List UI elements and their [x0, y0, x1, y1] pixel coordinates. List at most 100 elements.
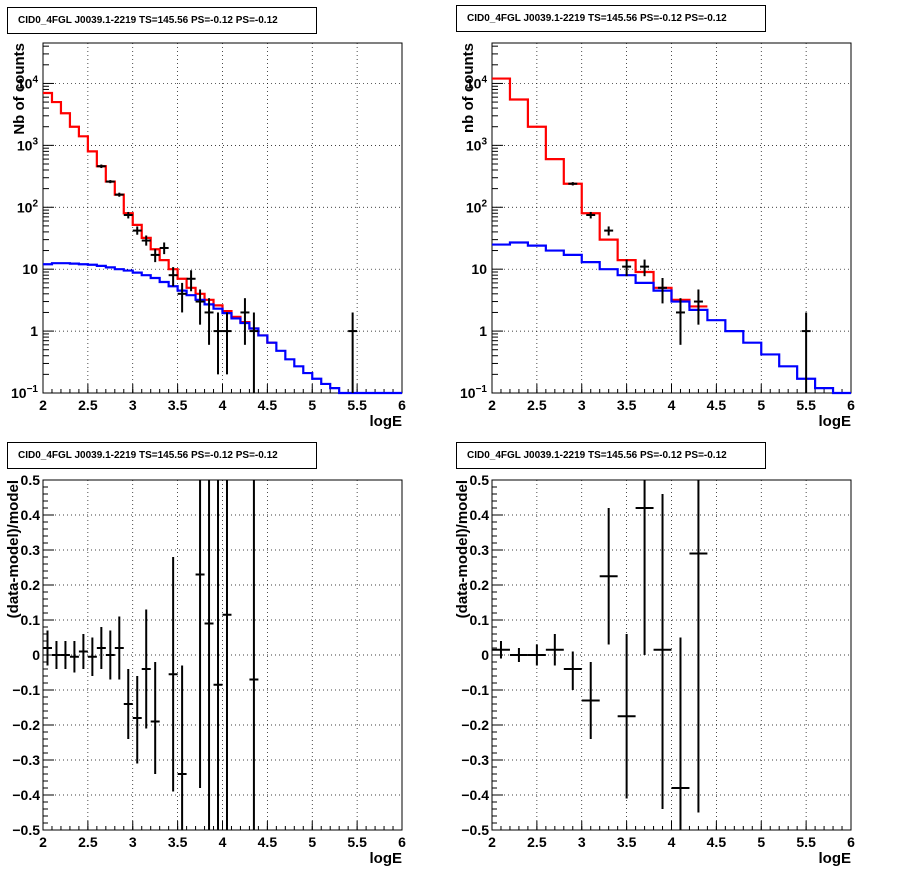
- data-point: [492, 641, 510, 659]
- data-point: [150, 249, 160, 263]
- y-tick-label: 0: [32, 647, 40, 663]
- x-tick-label: 3: [129, 397, 137, 413]
- y-tick-label: 0.2: [470, 577, 490, 593]
- data-point: [204, 298, 214, 345]
- y-tick-label: 104: [17, 74, 39, 91]
- x-tick-label: 4: [668, 834, 676, 850]
- y-tick-label: 10: [22, 261, 38, 277]
- data-point: [348, 312, 358, 393]
- x-tick-label: 5: [308, 397, 316, 413]
- y-tick-label: 0: [481, 647, 489, 663]
- axes: 2 2.5 3 3.5 4 4.5 5 5.5 6 10−1 1 10 102 103 104 logE nb …: [460, 42, 855, 430]
- data-point: [114, 616, 124, 680]
- data-point: [249, 312, 259, 393]
- y-axis-label: Nb of counts: [11, 43, 28, 135]
- data-point: [43, 630, 52, 666]
- x-tick-label: 3: [578, 397, 586, 413]
- x-tick-label: 3.5: [617, 834, 637, 850]
- histogram-series: [43, 91, 277, 344]
- axes: 2 2.5 3 3.5 4 4.5 5 5.5 6 10−1 1 10 102 103 104 logE Nb …: [11, 42, 406, 430]
- x-tick-label: 4.5: [258, 397, 278, 413]
- y-tick-label: −0.2: [12, 717, 40, 733]
- plot-frame: [491, 479, 852, 831]
- y-tick-label: 0.1: [21, 612, 41, 628]
- y-tick-label: 10−1: [11, 384, 38, 401]
- grid: [43, 43, 402, 393]
- x-tick-label: 3: [129, 834, 137, 850]
- x-tick-label: 3: [578, 834, 586, 850]
- x-axis-label: logE: [370, 850, 403, 867]
- data-point: [78, 634, 88, 669]
- y-tick-label: 0.1: [470, 612, 490, 628]
- data-point: [581, 662, 600, 739]
- x-tick-label: 6: [847, 397, 855, 413]
- x-tick-label: 2.5: [527, 834, 547, 850]
- data-point: [132, 676, 142, 764]
- data-point: [622, 259, 632, 277]
- axes: 2 2.5 3 3.5 4 4.5 5 5.5 6 −0.5 −0.4 −0.3 −0.2 −0.1 0 0.…: [454, 472, 855, 867]
- data-point: [586, 211, 596, 219]
- data-point: [177, 282, 187, 313]
- data-point: [195, 480, 205, 788]
- x-axis-label: logE: [819, 413, 852, 430]
- y-axis-label: (data-model)/model: [5, 480, 22, 618]
- y-tick-label: 0.4: [470, 507, 490, 523]
- y-tick-label: 0.3: [470, 542, 490, 558]
- data-point: [105, 180, 115, 184]
- data-point: [675, 298, 685, 345]
- data-point: [689, 480, 708, 813]
- data-point: [132, 226, 142, 235]
- data-point: [150, 662, 160, 774]
- y-tick-label: −0.4: [461, 787, 489, 803]
- data-point: [545, 634, 564, 666]
- y-tick-label: 0.5: [21, 472, 41, 488]
- data-point: [69, 641, 79, 673]
- residual-pad-left: 2 2.5 3 3.5 4 4.5 5 5.5 6 −0.5 −0.4 −0.3 −0.2 −0.1 0 0.…: [0, 437, 449, 875]
- data-point: [141, 235, 151, 246]
- y-tick-label: 10−1: [460, 384, 487, 401]
- x-tick-label: 3.5: [617, 397, 637, 413]
- data-point: [653, 494, 672, 809]
- data-point: [249, 480, 259, 830]
- plot-title: CID0_4FGL J0039.1-2219 TS=145.56 PS=-0.1…: [7, 7, 317, 34]
- data-point: [96, 164, 106, 169]
- plot-area: [43, 91, 402, 395]
- data-point: [213, 480, 223, 830]
- data-point: [563, 651, 582, 690]
- x-tick-label: 2: [39, 397, 47, 413]
- plot-area: [43, 480, 259, 830]
- y-tick-label: 1: [30, 323, 38, 339]
- data-point: [635, 480, 654, 655]
- x-tick-label: 5.5: [796, 397, 816, 413]
- data-point: [693, 289, 703, 325]
- residual-plot-right: 2 2.5 3 3.5 4 4.5 5 5.5 6 −0.5 −0.4 −0.3 −0.2 −0.1 0 0.…: [454, 472, 855, 867]
- data-point: [60, 641, 70, 669]
- data-point: [568, 182, 578, 186]
- data-point: [240, 298, 250, 345]
- axes: 2 2.5 3 3.5 4 4.5 5 5.5 6 −0.5 −0.4 −0.3 −0.2 −0.1 0 0.…: [5, 472, 406, 867]
- data-point: [204, 480, 214, 830]
- x-tick-label: 6: [398, 834, 406, 850]
- data-point: [222, 480, 232, 830]
- data-point: [96, 627, 106, 669]
- plot-area: [492, 480, 708, 830]
- residual-plot-left: 2 2.5 3 3.5 4 4.5 5 5.5 6 −0.5 −0.4 −0.3 −0.2 −0.1 0 0.…: [5, 472, 406, 867]
- y-tick-label: −0.1: [461, 682, 489, 698]
- x-tick-label: 4: [219, 834, 227, 850]
- x-tick-label: 5.5: [347, 834, 367, 850]
- y-tick-label: −0.3: [12, 752, 40, 768]
- data-point: [105, 630, 115, 680]
- data-point: [168, 557, 178, 792]
- y-tick-label: 0.5: [470, 472, 490, 488]
- plot-title: CID0_4FGL J0039.1-2219 TS=145.56 PS=-0.1…: [456, 5, 766, 32]
- data-point: [527, 644, 546, 666]
- x-tick-label: 4.5: [707, 397, 727, 413]
- x-tick-label: 4.5: [707, 834, 727, 850]
- data-point: [123, 669, 133, 739]
- histogram-series: [492, 77, 708, 308]
- x-tick-label: 2.5: [527, 397, 547, 413]
- histogram-series: [492, 241, 851, 395]
- x-tick-label: 2: [488, 834, 496, 850]
- plot-title: CID0_4FGL J0039.1-2219 TS=145.56 PS=-0.1…: [456, 442, 766, 469]
- y-tick-label: −0.4: [12, 787, 40, 803]
